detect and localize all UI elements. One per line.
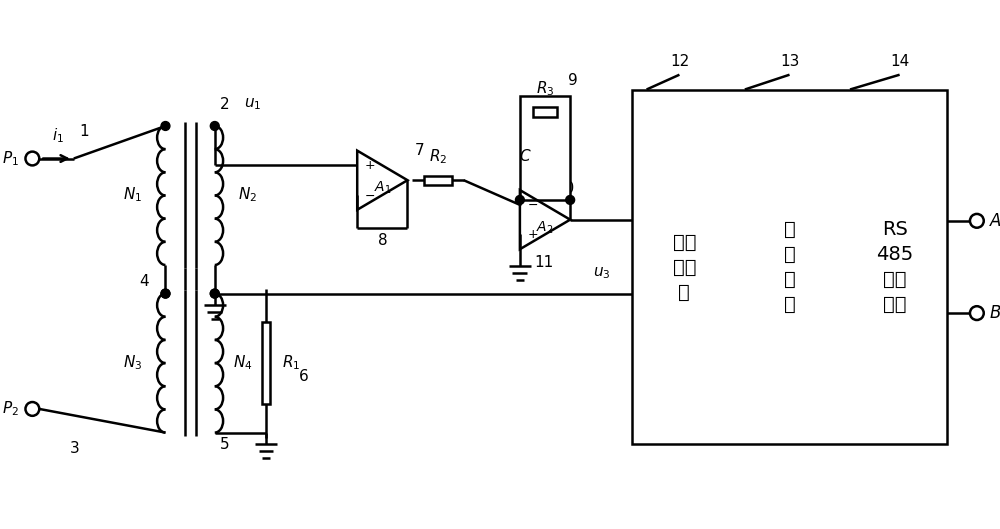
Text: $u_1$: $u_1$ bbox=[244, 96, 261, 112]
Text: 模数
转换
器: 模数 转换 器 bbox=[673, 232, 696, 302]
Circle shape bbox=[161, 122, 170, 131]
Text: $P_2$: $P_2$ bbox=[2, 399, 19, 418]
Text: $N_1$: $N_1$ bbox=[123, 186, 142, 204]
Text: 微
处
理
器: 微 处 理 器 bbox=[784, 220, 795, 314]
Text: $R_3$: $R_3$ bbox=[536, 80, 554, 98]
Text: $N_3$: $N_3$ bbox=[123, 353, 143, 372]
Text: $u_2$: $u_2$ bbox=[650, 192, 668, 208]
Circle shape bbox=[210, 289, 219, 298]
Text: $P_1$: $P_1$ bbox=[2, 149, 19, 168]
Bar bbox=[632, 89, 947, 444]
Text: 5: 5 bbox=[220, 437, 229, 452]
Text: $N_4$: $N_4$ bbox=[233, 353, 252, 372]
Circle shape bbox=[25, 402, 39, 416]
Text: $A$: $A$ bbox=[989, 212, 1000, 230]
Bar bbox=[520, 96, 570, 200]
Text: $-$: $-$ bbox=[364, 188, 375, 202]
Circle shape bbox=[970, 214, 984, 227]
Bar bbox=[533, 107, 557, 117]
Text: 11: 11 bbox=[535, 254, 554, 270]
Text: 13: 13 bbox=[780, 54, 799, 69]
Text: 1: 1 bbox=[79, 124, 88, 139]
Text: 12: 12 bbox=[670, 54, 689, 69]
Circle shape bbox=[210, 122, 219, 131]
Text: $-$: $-$ bbox=[527, 198, 538, 212]
Text: $u_3$: $u_3$ bbox=[593, 265, 611, 281]
Text: RS
485
通讯
接口: RS 485 通讯 接口 bbox=[876, 220, 913, 314]
Circle shape bbox=[161, 289, 170, 298]
Text: 14: 14 bbox=[890, 54, 909, 69]
Circle shape bbox=[210, 289, 219, 298]
Text: 7: 7 bbox=[415, 143, 424, 158]
Text: 6: 6 bbox=[299, 369, 308, 385]
Circle shape bbox=[566, 196, 575, 204]
Text: $R_2$: $R_2$ bbox=[429, 148, 447, 167]
Text: 8: 8 bbox=[378, 233, 387, 248]
Text: $+$: $+$ bbox=[364, 159, 375, 172]
Text: $+$: $+$ bbox=[527, 228, 538, 241]
Bar bbox=[262, 322, 270, 404]
Text: 10: 10 bbox=[556, 180, 575, 196]
Text: $B$: $B$ bbox=[989, 304, 1000, 322]
Text: $A_2$: $A_2$ bbox=[536, 220, 554, 236]
Text: 2: 2 bbox=[220, 97, 229, 112]
Text: $C$: $C$ bbox=[519, 148, 532, 164]
Circle shape bbox=[161, 289, 170, 298]
Circle shape bbox=[970, 306, 984, 320]
Circle shape bbox=[25, 152, 39, 166]
Text: $i_1$: $i_1$ bbox=[52, 126, 64, 145]
Text: 3: 3 bbox=[70, 441, 80, 456]
Text: $A_1$: $A_1$ bbox=[374, 180, 391, 196]
Circle shape bbox=[515, 196, 524, 204]
Text: $R_1$: $R_1$ bbox=[282, 354, 300, 372]
Text: 9: 9 bbox=[568, 72, 578, 87]
Bar bbox=[424, 176, 452, 185]
Text: 4: 4 bbox=[139, 274, 149, 289]
Text: $N_2$: $N_2$ bbox=[238, 186, 257, 204]
